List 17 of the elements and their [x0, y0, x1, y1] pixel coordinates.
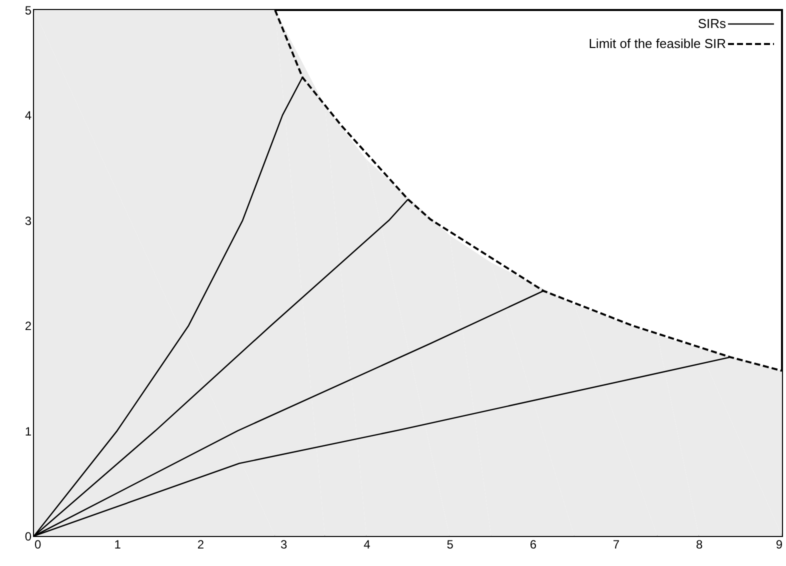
x-tick-label: 5	[446, 538, 454, 552]
legend-label: SIRs	[698, 16, 726, 31]
x-tick-label: 7	[612, 538, 620, 552]
x-tick-label: 6	[530, 538, 537, 552]
y-tick-label: 5	[24, 4, 32, 18]
y-tick-label: 2	[24, 319, 32, 334]
y-tick-label: 4	[24, 108, 32, 123]
x-tick-label: 2	[197, 538, 204, 552]
x-tick-label: 9	[776, 538, 783, 552]
x-tick-label: 0	[34, 538, 42, 552]
x-tick-label: 8	[696, 538, 704, 552]
y-tick-label: 1	[24, 424, 32, 438]
x-tick-label: 4	[364, 538, 371, 552]
x-tick-label: 1	[114, 538, 122, 552]
legend-label: Limit of the feasible SIR	[588, 36, 726, 51]
y-tick-label: 3	[24, 214, 32, 228]
x-tick-label: 3	[280, 538, 288, 552]
